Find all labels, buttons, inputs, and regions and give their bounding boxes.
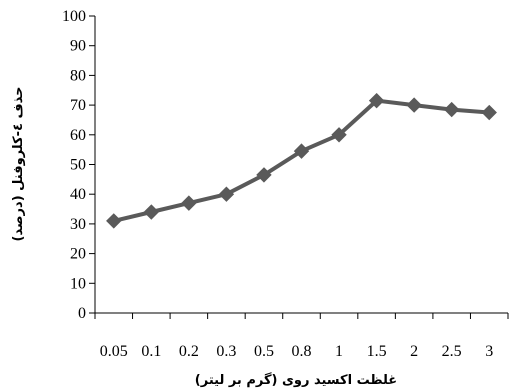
- data-point-marker: [406, 97, 422, 113]
- y-tick-label: 10: [70, 275, 86, 292]
- y-tick-label: 30: [70, 216, 86, 233]
- y-tick-label: 70: [70, 97, 86, 114]
- data-point-marker: [106, 213, 122, 229]
- x-tick-label: 0.1: [141, 343, 161, 360]
- y-tick-label: 90: [70, 38, 86, 55]
- x-tick-label: 0.3: [216, 343, 236, 360]
- y-axis-ticks: 0 10 20 30 40 50 60 70 80 90 100: [62, 8, 95, 322]
- series-line: [113, 98, 490, 223]
- x-tick-label: 2: [410, 343, 418, 360]
- data-point-marker: [293, 143, 310, 159]
- x-tick-label: 2.5: [442, 343, 462, 360]
- data-point-marker: [181, 195, 197, 211]
- data-point-marker: [143, 204, 160, 220]
- x-tick-label: 0.5: [254, 343, 274, 360]
- y-tick-label: 20: [70, 246, 86, 263]
- data-point-marker: [331, 127, 347, 143]
- y-tick-label: 60: [70, 127, 86, 144]
- data-point-marker: [218, 186, 235, 202]
- x-tick-label: 3: [485, 343, 493, 360]
- x-tick-label: 1.5: [367, 343, 387, 360]
- y-tick-label: 80: [70, 67, 86, 84]
- y-tick-label: 100: [62, 8, 86, 25]
- y-axis-title: حذف ٤-کلروفنل (درصد): [11, 87, 26, 242]
- data-point-marker: [256, 167, 272, 183]
- x-tick-label: 0.05: [100, 343, 128, 360]
- y-tick-label: 0: [78, 305, 86, 322]
- data-point-marker: [443, 101, 460, 118]
- chart-axes: [94, 16, 508, 314]
- data-series: [106, 92, 497, 229]
- x-axis-title: غلظت اکسید روی (گرم بر لیتر): [195, 372, 397, 388]
- x-tick-label: 0.2: [179, 343, 199, 360]
- y-tick-label: 40: [70, 186, 86, 203]
- data-point-marker: [368, 92, 385, 109]
- x-tick-label: 1: [335, 343, 343, 360]
- data-point-marker: [481, 104, 497, 121]
- y-tick-label: 50: [70, 157, 86, 174]
- x-axis-ticks: 0.05 0.1 0.2 0.3 0.5 0.8 1 1.5 2 2.5 3: [94, 313, 509, 360]
- x-tick-label: 0.8: [292, 343, 312, 360]
